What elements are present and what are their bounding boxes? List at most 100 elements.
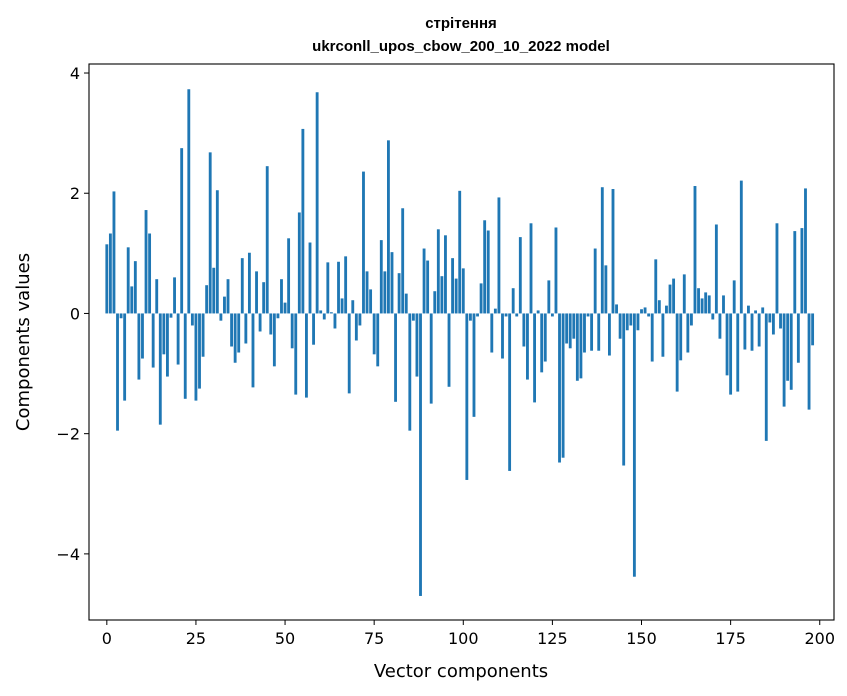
bar <box>761 307 765 314</box>
bar <box>768 313 772 323</box>
bar <box>543 313 547 362</box>
bar <box>757 313 761 347</box>
bar <box>775 223 779 314</box>
x-tick-label: 75 <box>364 629 384 648</box>
bar <box>208 152 212 314</box>
chart-title-line1: стрітення <box>425 15 497 32</box>
y-ticks-group: 4 2 0 −2 −4 <box>56 64 89 564</box>
x-tick-label: 25 <box>186 629 206 648</box>
bar <box>162 313 166 355</box>
bar <box>358 313 362 326</box>
bar <box>754 310 757 314</box>
bar <box>176 313 180 365</box>
bar <box>732 280 736 314</box>
bar <box>158 313 162 425</box>
bar <box>647 313 651 317</box>
y-tick-label: −2 <box>56 425 80 444</box>
bar <box>529 223 533 314</box>
bar <box>105 244 109 314</box>
bar <box>590 313 594 351</box>
bar <box>611 189 615 314</box>
bar <box>504 313 508 317</box>
bar <box>550 313 554 317</box>
bar <box>137 313 141 380</box>
bar <box>166 313 169 377</box>
bar <box>244 313 248 344</box>
bar <box>219 313 223 321</box>
bar <box>180 148 184 314</box>
x-tick-label: 50 <box>275 629 295 648</box>
bar <box>233 313 237 363</box>
x-tick-label: 150 <box>626 629 657 648</box>
bar <box>511 288 515 314</box>
bar <box>807 313 811 410</box>
bar <box>226 279 230 314</box>
bar <box>333 313 337 329</box>
bar <box>697 288 700 314</box>
y-axis-label: Components values <box>13 253 34 431</box>
bar <box>258 313 262 332</box>
bar <box>255 271 258 314</box>
bar <box>337 261 340 314</box>
bar <box>593 248 597 314</box>
bar <box>369 289 373 314</box>
bar <box>326 262 330 314</box>
bar <box>689 313 693 326</box>
bar <box>315 92 319 314</box>
bar <box>583 313 586 353</box>
bar <box>779 313 782 329</box>
bar <box>497 197 501 314</box>
bar <box>640 309 643 314</box>
bar <box>247 252 251 314</box>
bar <box>379 240 383 314</box>
bar <box>351 300 355 314</box>
bar <box>600 187 604 314</box>
bar <box>486 230 490 314</box>
bar <box>479 283 483 314</box>
y-tick-label: 0 <box>70 304 80 323</box>
bar <box>187 89 191 314</box>
bar <box>586 313 590 317</box>
bar <box>119 313 123 319</box>
bar <box>743 313 747 350</box>
y-tick-label: −4 <box>56 545 80 564</box>
bar <box>461 268 465 314</box>
bar <box>501 313 504 359</box>
bar <box>272 313 276 367</box>
bar <box>454 278 458 314</box>
bar <box>668 284 672 314</box>
bar <box>112 191 116 314</box>
bar <box>305 313 308 398</box>
bar <box>340 298 344 314</box>
bar <box>237 313 241 353</box>
bar <box>347 313 351 394</box>
bar <box>522 313 526 347</box>
bar <box>365 271 369 314</box>
bar <box>319 310 323 314</box>
bar <box>376 313 380 367</box>
bar <box>223 296 226 314</box>
bar <box>404 293 408 314</box>
bar <box>419 313 422 596</box>
bar <box>190 313 194 326</box>
bar <box>262 282 266 314</box>
bar <box>722 295 725 314</box>
bar <box>625 313 629 331</box>
bar <box>126 247 130 314</box>
bar <box>276 313 280 319</box>
bar <box>329 312 333 314</box>
bar <box>579 313 583 379</box>
bar <box>518 237 522 314</box>
bar <box>148 233 152 314</box>
bar <box>533 313 536 403</box>
bar <box>383 271 387 314</box>
x-tick-label: 200 <box>804 629 835 648</box>
y-tick-label: 4 <box>70 64 80 83</box>
bar <box>665 305 668 314</box>
bar <box>764 313 768 441</box>
bar <box>465 313 469 480</box>
bar <box>618 313 622 339</box>
bar <box>711 313 715 320</box>
bar <box>155 279 159 314</box>
